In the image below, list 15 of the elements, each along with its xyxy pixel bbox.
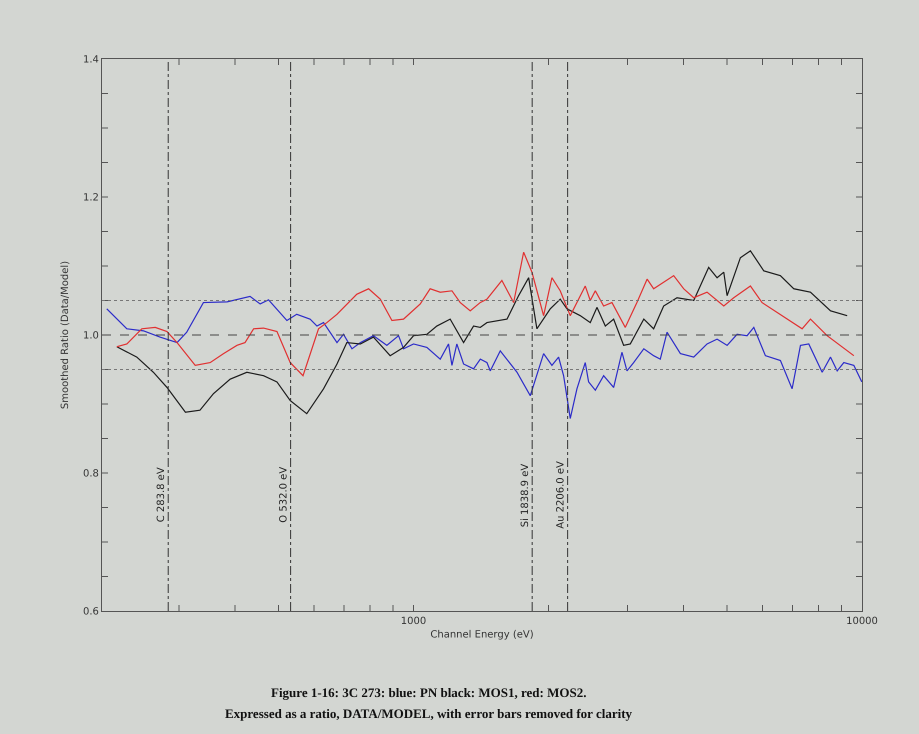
- caption: Figure 1-16: 3C 273: blue: PN black: MOS1, red: MOS2.: [271, 685, 586, 700]
- y-tick-label: 0.6: [82, 606, 99, 618]
- x-tick-label: 1000: [400, 616, 426, 628]
- text: Expressed as a ratio, DATA/MODEL, with error bars removed for clarity: [225, 706, 633, 721]
- x-axis-title: Channel Energy (eV): [430, 630, 534, 641]
- y-tick-label: 1.4: [82, 54, 99, 66]
- ref-line-label: Si 1838.9 eV: [520, 464, 532, 528]
- y-tick-label: 0.8: [82, 468, 99, 480]
- y-tick-label: 1.0: [82, 330, 99, 342]
- ref-line-label: C 283.8 eV: [156, 467, 168, 522]
- x-tick-label: 10000: [846, 616, 878, 628]
- ref-line-label: Au 2206.0 eV: [556, 461, 567, 529]
- y-tick-label: 1.2: [82, 192, 99, 204]
- ref-line-label: O 532.0 eV: [278, 466, 290, 523]
- y-axis-title: Smoothed Ratio (Data/Model): [60, 260, 71, 410]
